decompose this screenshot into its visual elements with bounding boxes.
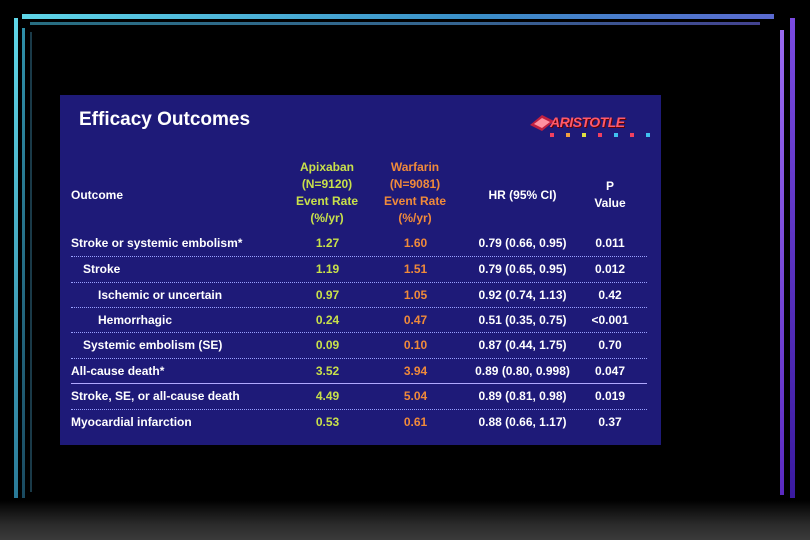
row-hr: 0.87 (0.44, 1.75) (478, 338, 567, 352)
row-p: 0.42 (598, 288, 622, 302)
frame-right-bar (790, 18, 795, 498)
row-separator (71, 282, 647, 283)
slide-title: Efficacy Outcomes (79, 109, 251, 130)
row-warfarin: 5.04 (403, 389, 428, 403)
header-warfarin-rate: Event Rate (383, 194, 447, 208)
frame-top-bar (22, 14, 774, 19)
frame-left-bar-inner (22, 28, 25, 498)
row-p: 0.37 (598, 415, 622, 429)
row-outcome: Ischemic or uncertain (98, 288, 223, 302)
header-warfarin-unit: (%/yr) (398, 211, 432, 225)
frame-left-bar-inner2 (30, 32, 32, 492)
logo-text: ARISTOTLE (550, 114, 625, 130)
table-row: Stroke, SE, or all-cause death 4.49 5.04… (60, 384, 661, 409)
row-warfarin: 3.94 (403, 364, 428, 378)
logo-wing-icon (530, 115, 554, 131)
row-apixaban: 1.27 (315, 236, 340, 250)
row-apixaban: 0.09 (315, 338, 340, 352)
table-row: Ischemic or uncertain 0.97 1.05 0.92 (0.… (60, 283, 661, 308)
row-warfarin: 0.10 (403, 338, 428, 352)
row-p: <0.001 (591, 313, 629, 327)
table-row: Systemic embolism (SE) 0.09 0.10 0.87 (0… (60, 333, 661, 358)
logo-dots (550, 133, 650, 137)
row-outcome: Stroke (83, 262, 121, 276)
table-row: Hemorrhagic 0.24 0.47 0.51 (0.35, 0.75) … (60, 308, 661, 333)
slide-panel: Efficacy Outcomes ARISTOTLE Outcome Apix… (60, 95, 661, 445)
frame-right-bar-inner (780, 30, 784, 495)
row-hr: 0.51 (0.35, 0.75) (478, 313, 567, 327)
table-row: Myocardial infarction 0.53 0.61 0.88 (0.… (60, 410, 661, 435)
table-row: Stroke or systemic embolism* 1.27 1.60 0… (60, 231, 661, 256)
header-apixaban-n: (N=9120) (301, 177, 353, 191)
header-warfarin-name: Warfarin (390, 160, 440, 174)
row-separator (71, 307, 647, 308)
row-hr: 0.89 (0.81, 0.98) (478, 389, 567, 403)
frame-bottom-glow (0, 500, 810, 540)
row-apixaban: 3.52 (315, 364, 340, 378)
table-row: Stroke 1.19 1.51 0.79 (0.65, 0.95) 0.012 (60, 257, 661, 282)
row-apixaban: 0.53 (315, 415, 340, 429)
header-apixaban: Apixaban (N=9120) Event Rate (%/yr) (282, 159, 372, 227)
header-hr: HR (95% CI) (488, 188, 557, 202)
row-hr: 0.79 (0.66, 0.95) (478, 236, 567, 250)
header-p-line2: Value (594, 196, 626, 210)
header-apixaban-name: Apixaban (299, 160, 354, 174)
frame-left-bar (14, 18, 18, 498)
row-warfarin: 0.47 (403, 313, 428, 327)
row-apixaban: 0.97 (315, 288, 340, 302)
header-outcome: Outcome (71, 188, 124, 202)
header-apixaban-unit: (%/yr) (310, 211, 344, 225)
aristotle-logo: ARISTOTLE (528, 113, 650, 141)
header-p-line1: P (605, 179, 614, 193)
row-outcome: All-cause death* (71, 364, 165, 378)
row-hr: 0.92 (0.74, 1.13) (478, 288, 567, 302)
header-apixaban-rate: Event Rate (295, 194, 359, 208)
frame-top-bar-inner (30, 22, 760, 25)
row-p: 0.70 (598, 338, 622, 352)
row-hr: 0.79 (0.65, 0.95) (478, 262, 567, 276)
row-warfarin: 1.60 (403, 236, 428, 250)
row-separator (71, 256, 647, 257)
row-outcome: Hemorrhagic (98, 313, 173, 327)
row-apixaban: 1.19 (315, 262, 340, 276)
row-apixaban: 4.49 (315, 389, 340, 403)
row-hr: 0.89 (0.80, 0.998) (475, 364, 570, 378)
row-separator (71, 332, 647, 333)
row-outcome: Myocardial infarction (71, 415, 192, 429)
section-divider (71, 383, 647, 384)
row-p: 0.012 (594, 262, 626, 276)
row-warfarin: 1.51 (403, 262, 428, 276)
row-p: 0.019 (594, 389, 626, 403)
header-p: P Value (585, 178, 635, 212)
header-warfarin: Warfarin (N=9081) Event Rate (%/yr) (370, 159, 460, 227)
row-outcome: Stroke, SE, or all-cause death (71, 389, 240, 403)
row-warfarin: 1.05 (403, 288, 428, 302)
row-separator (71, 358, 647, 359)
row-separator (71, 409, 647, 410)
row-p: 0.047 (594, 364, 626, 378)
row-apixaban: 0.24 (315, 313, 340, 327)
row-p: 0.011 (595, 236, 625, 250)
row-warfarin: 0.61 (403, 415, 428, 429)
row-outcome: Stroke or systemic embolism* (71, 236, 243, 250)
table-row: All-cause death* 3.52 3.94 0.89 (0.80, 0… (60, 359, 661, 384)
header-warfarin-n: (N=9081) (389, 177, 441, 191)
row-outcome: Systemic embolism (SE) (83, 338, 223, 352)
row-hr: 0.88 (0.66, 1.17) (478, 415, 567, 429)
